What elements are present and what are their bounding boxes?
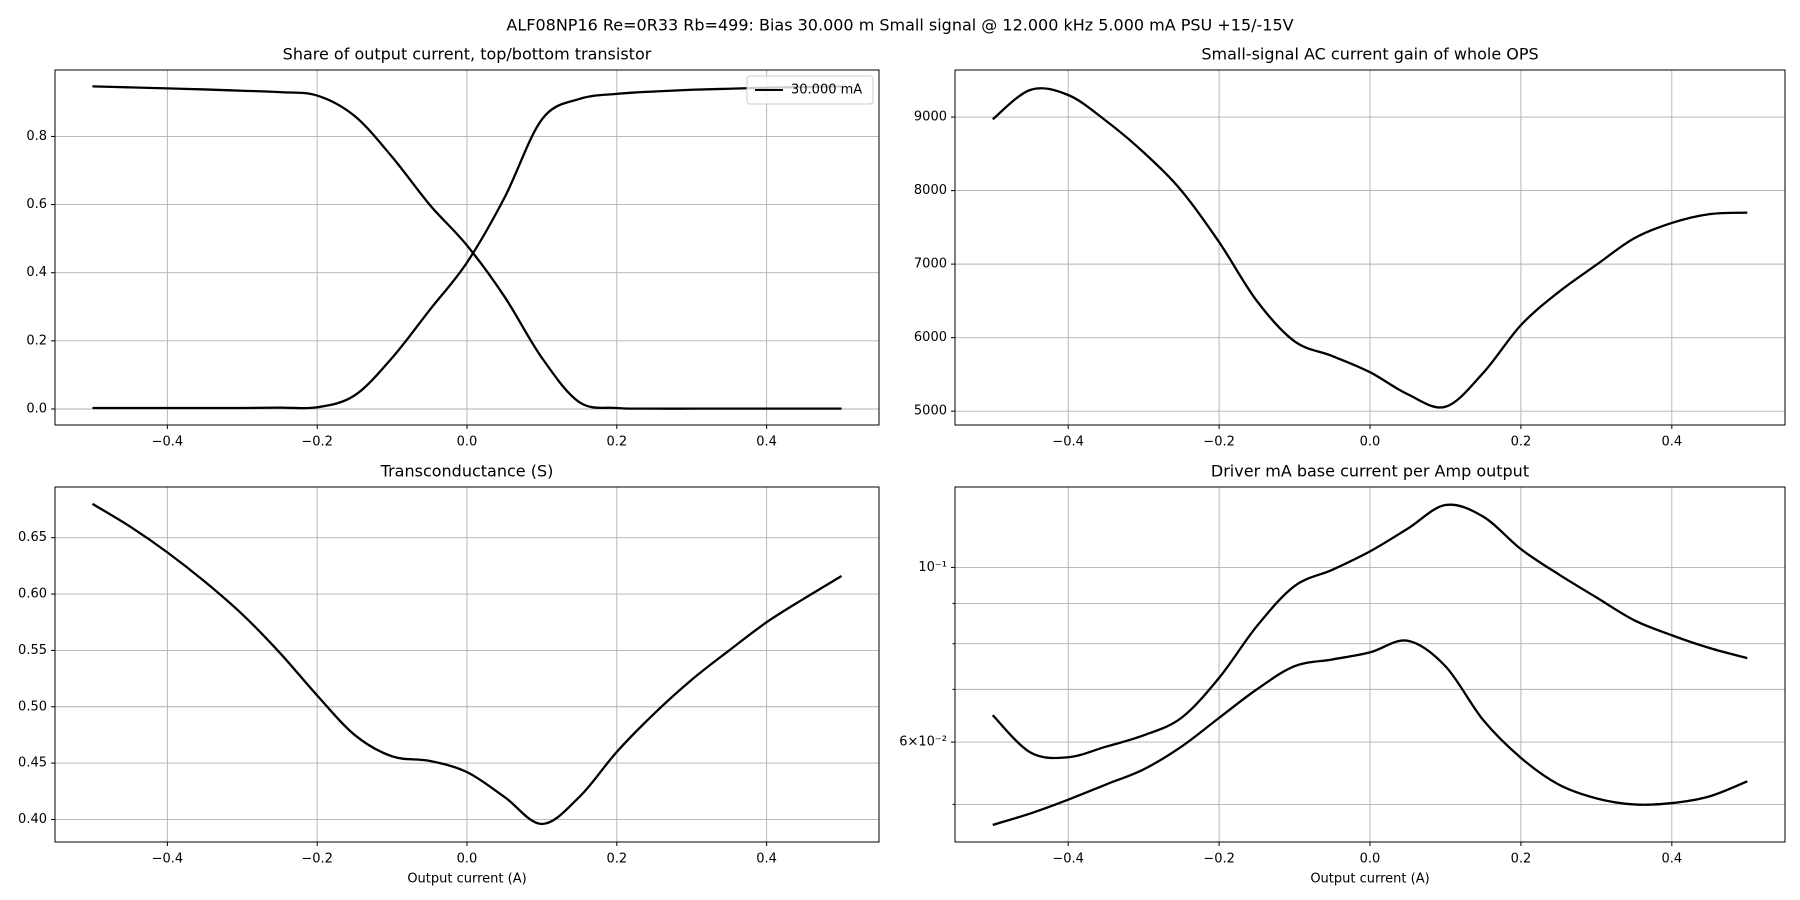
x-tick-label: 0.2: [1511, 435, 1532, 450]
x-tick-label: −0.4: [152, 852, 184, 867]
x-tick-label: 0.0: [1360, 852, 1381, 867]
subplot-title: Share of output current, top/bottom tran…: [283, 45, 652, 64]
y-tick-label: 0.45: [18, 756, 47, 771]
axes-frame: [54, 486, 880, 843]
y-tick-label: 0.2: [26, 333, 47, 348]
y-tick-label: 6000: [914, 330, 947, 345]
subplot: Driver mA base current per Amp output −0.…: [899, 462, 1786, 887]
x-tick-label: 0.0: [457, 435, 478, 450]
y-tick-label: 0.50: [18, 699, 47, 714]
x-tick-label: −0.4: [1052, 435, 1084, 450]
legend-label: 30.000 mA: [791, 83, 862, 98]
x-tick-label: −0.2: [1203, 435, 1235, 450]
line-series: [992, 639, 1748, 826]
y-tick-label: 0.6: [26, 197, 47, 212]
y-tick-label: 0.65: [18, 530, 47, 545]
x-tick-label: 0.2: [606, 435, 627, 450]
x-tick-label: 0.0: [1360, 435, 1381, 450]
subplot: Share of output current, top/bottom tran…: [26, 45, 880, 450]
line-series: [91, 502, 843, 826]
y-tick-label: 9000: [914, 110, 947, 125]
subplot: Small-signal AC current gain of whole OP…: [914, 45, 1786, 450]
y-tick-label: 0.40: [18, 812, 47, 827]
line-series: [92, 85, 842, 410]
x-tick-label: −0.2: [301, 435, 333, 450]
x-tick-label: 0.4: [756, 852, 777, 867]
y-tick-label: 0.55: [18, 643, 47, 658]
x-tick-label: 0.4: [1661, 852, 1682, 867]
subplot-title: Small-signal AC current gain of whole OP…: [1201, 45, 1538, 64]
y-tick-label: 5000: [914, 404, 947, 419]
subplot-title: Driver mA base current per Amp output: [1211, 462, 1529, 481]
subplot: Transconductance (S) −0.4 −0.2 0.0 0.2 0.4 0.4…: [18, 462, 880, 887]
x-tick-label: 0.4: [756, 435, 777, 450]
x-tick-label: 0.4: [1661, 435, 1682, 450]
legend-box: [746, 75, 874, 105]
y-tick-label: 10⁻¹: [918, 560, 947, 575]
line-series: [92, 85, 842, 410]
y-tick-label: 0.0: [26, 401, 47, 416]
y-tick-label: 8000: [914, 183, 947, 198]
y-tick-label: 7000: [914, 257, 947, 272]
x-tick-label: 0.0: [457, 852, 478, 867]
figure-title: ALF08NP16 Re=0R33 Rb=499: Bias 30.000 m …: [506, 16, 1293, 35]
x-tick-label: 0.2: [606, 852, 627, 867]
y-tick-label: 6×10⁻²: [899, 735, 947, 750]
x-tick-label: −0.4: [152, 435, 184, 450]
x-tick-label: −0.2: [301, 852, 333, 867]
y-tick-label: 0.60: [18, 587, 47, 602]
legend: 30.000 mA: [746, 75, 874, 105]
subplot-title: Transconductance (S): [380, 462, 554, 481]
axes-frame: [54, 69, 880, 426]
line-series: [991, 87, 1748, 409]
x-axis-label: Output current (A): [1310, 872, 1429, 887]
y-tick-label: 0.4: [26, 265, 47, 280]
line-series: [991, 503, 1748, 760]
x-tick-label: 0.2: [1511, 852, 1532, 867]
x-tick-label: −0.4: [1052, 852, 1084, 867]
x-tick-label: −0.2: [1203, 852, 1235, 867]
axes-frame: [954, 486, 1786, 843]
y-tick-label: 0.8: [26, 129, 47, 144]
x-axis-label: Output current (A): [407, 872, 526, 887]
axes-frame: [954, 69, 1786, 426]
